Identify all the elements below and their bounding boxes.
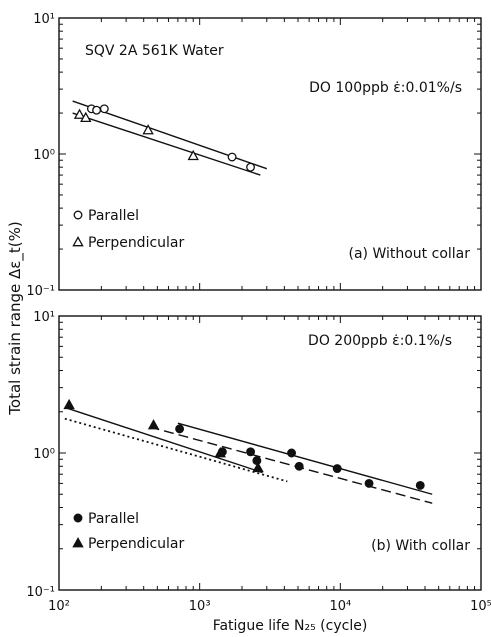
x-tick-label: 10⁵ [470, 599, 491, 614]
material-label: SQV 2A 561K Water [85, 43, 224, 59]
y-axis-label: Total strain range Δε_t(%) [6, 221, 25, 415]
fit-line-solid [64, 406, 263, 474]
panel-a: 10⁻¹ 10⁰ 10¹ SQV 2A 561K Water DO 100ppb ε̇:… [26, 12, 482, 299]
data-point-0-2 [99, 104, 109, 114]
y-tick-label: 10¹ [33, 310, 55, 325]
fit-line-dashed [149, 426, 433, 504]
x-tick-label: 10³ [189, 599, 211, 614]
data-point-1-2 [142, 124, 154, 135]
data-point-legend-b1 [72, 537, 84, 548]
condition-label: DO 100ppb ε̇:0.01%/s [309, 80, 462, 96]
x-axis-label: Fatigue life N₂₅ (cycle) [213, 618, 368, 634]
panel-b: 10⁻¹ 10⁰ 10¹ 10² 10³ 10⁴ 10⁵ DO 200ppb ε̇:0.1%/… [26, 310, 491, 614]
data-point-1-1 [147, 419, 160, 430]
data-point-0-4 [287, 448, 297, 458]
data-point-0-4 [246, 162, 255, 172]
data-point-1-2 [214, 447, 226, 458]
data-point-1-0 [63, 398, 75, 410]
fit-line-solid [72, 112, 261, 176]
data-point-0-1 [92, 105, 102, 115]
legend-label-parallel: Parallel [88, 511, 139, 527]
data-point-legend-a1 [72, 236, 84, 247]
x-tick-label: 10⁴ [329, 599, 351, 614]
data-point-0-6 [332, 464, 342, 474]
legend-label-perpendicular: Perpendicular [88, 536, 185, 552]
data-point-0-8 [415, 480, 425, 490]
data-point-1-1 [80, 111, 92, 122]
panel-caption: (b) With collar [371, 538, 470, 554]
x-tick-label: 10² [48, 599, 70, 614]
data-point-1-3 [252, 461, 264, 473]
legend-label-perpendicular: Perpendicular [88, 235, 185, 251]
y-tick-label: 10⁻¹ [26, 585, 55, 600]
y-tick-label: 10⁻¹ [26, 284, 55, 299]
data-point-0-3 [252, 456, 262, 466]
panel-caption: (a) Without collar [349, 246, 471, 262]
data-point-1-0 [73, 108, 86, 119]
condition-label: DO 200ppb ε̇:0.1%/s [308, 333, 452, 349]
fit-line-solid [177, 422, 433, 495]
y-tick-label: 10⁰ [33, 148, 55, 163]
data-point-0-2 [246, 447, 255, 457]
fit-line-dotted [64, 417, 288, 483]
data-point-legend-a0 [73, 210, 83, 220]
data-point-legend-b0 [73, 513, 83, 523]
data-point-0-5 [294, 461, 304, 471]
legend-label-parallel: Parallel [88, 208, 139, 224]
data-point-0-3 [227, 152, 237, 162]
y-tick-label: 10⁰ [33, 447, 55, 462]
y-tick-label: 10¹ [33, 12, 55, 27]
data-point-0-7 [364, 478, 374, 488]
data-point-0-0 [175, 424, 185, 434]
data-point-1-3 [187, 149, 199, 161]
